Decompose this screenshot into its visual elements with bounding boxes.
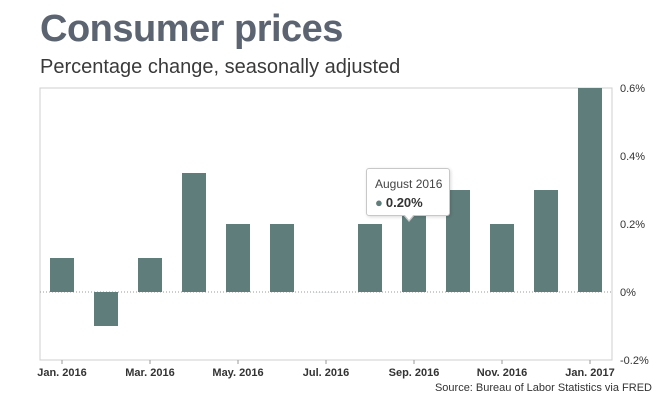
x-tick-label: Jan. 2017 xyxy=(565,367,615,379)
tooltip-value: 0.20% xyxy=(385,195,423,210)
bar xyxy=(226,224,250,292)
hover-tooltip: August 2016 ● 0.20% xyxy=(366,168,450,222)
bar xyxy=(534,190,558,292)
x-tick-label: Sep. 2016 xyxy=(389,367,440,379)
bar xyxy=(358,224,382,292)
tooltip-value-row: ● 0.20% xyxy=(375,195,423,210)
y-tick-label: 0.6% xyxy=(620,83,645,95)
x-tick-label: Nov. 2016 xyxy=(477,367,528,379)
bar xyxy=(94,292,118,326)
bar xyxy=(138,258,162,292)
x-tick-label: Mar. 2016 xyxy=(125,367,175,379)
bar xyxy=(578,88,602,292)
bar xyxy=(50,258,74,292)
bar xyxy=(446,190,470,292)
chart-title: Consumer prices xyxy=(40,8,343,50)
y-tick-label: 0% xyxy=(620,287,636,299)
y-tick-label: 0.2% xyxy=(620,219,645,231)
bar xyxy=(490,224,514,292)
chart-subtitle: Percentage change, seasonally adjusted xyxy=(40,56,401,78)
source-note: Source: Bureau of Labor Statistics via F… xyxy=(434,382,652,394)
bar xyxy=(182,173,206,292)
x-tick-label: Jul. 2016 xyxy=(303,367,349,379)
x-tick-label: Jan. 2016 xyxy=(37,367,87,379)
y-tick-label: -0.2% xyxy=(620,355,649,367)
y-tick-label: 0.4% xyxy=(620,151,645,163)
tooltip-title: August 2016 xyxy=(375,177,443,191)
x-tick-label: May. 2016 xyxy=(212,367,263,379)
series-dot-icon: ● xyxy=(375,195,383,210)
bar xyxy=(270,224,294,292)
plot-frame xyxy=(39,87,613,361)
